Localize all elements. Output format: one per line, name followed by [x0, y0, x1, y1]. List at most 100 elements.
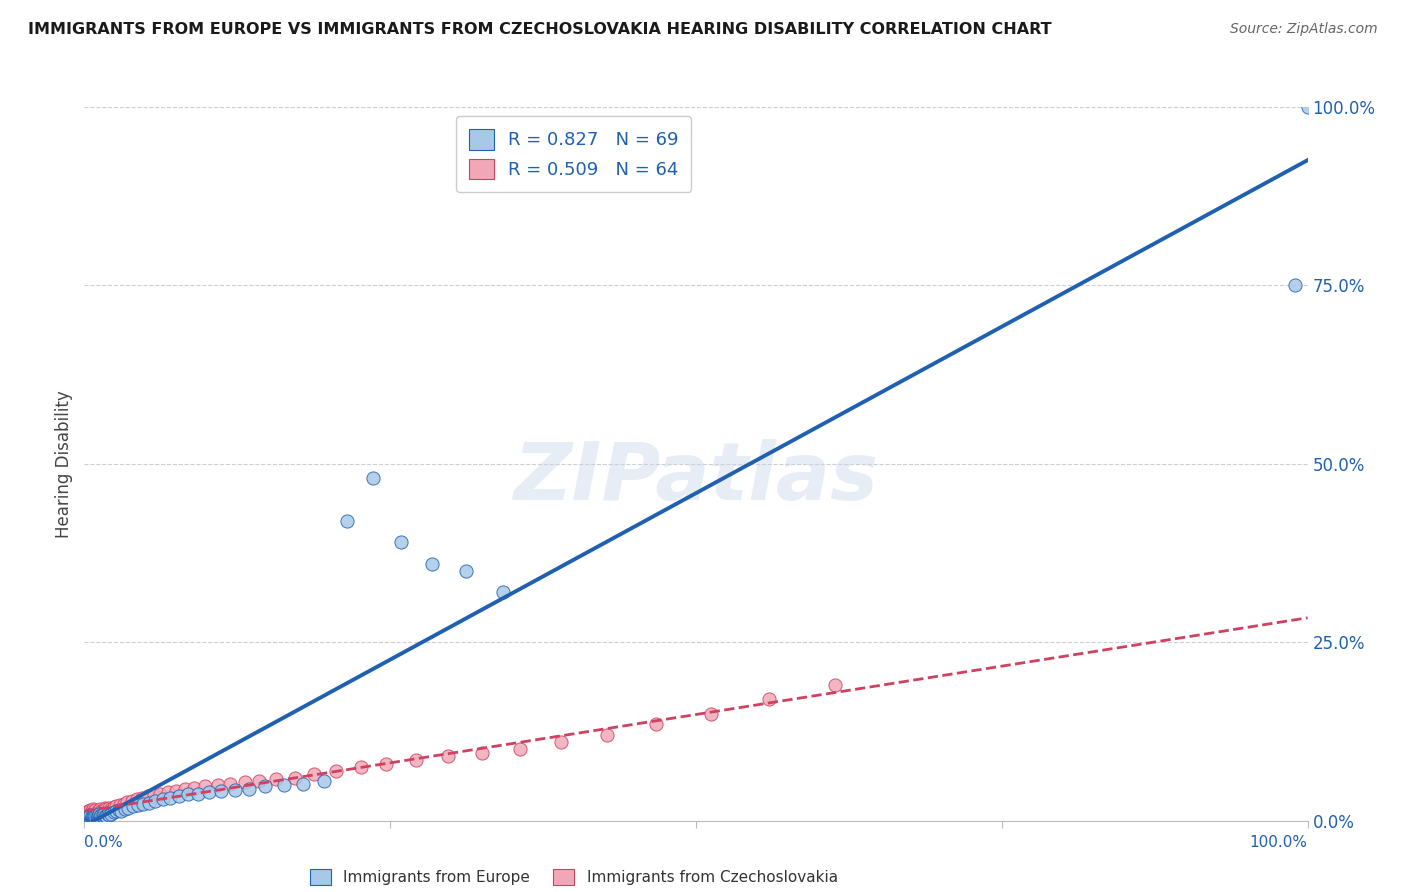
Point [91, 805, 114, 819]
Point [187, 787, 209, 801]
Point [107, 803, 129, 817]
Point [79, 808, 101, 822]
Point [471, 746, 494, 760]
Point [121, 794, 143, 808]
Point [97, 808, 120, 822]
Point [156, 785, 179, 799]
Point [93, 803, 115, 817]
Point [82, 809, 104, 823]
Point [149, 787, 172, 801]
Point [361, 471, 384, 485]
Point [247, 773, 270, 788]
Point [152, 792, 174, 806]
Point [87, 807, 110, 822]
Point [84, 808, 107, 822]
Point [83, 807, 105, 822]
Point [76, 805, 98, 819]
Point [117, 801, 139, 815]
Point [77, 812, 100, 826]
Point [1296, 100, 1319, 114]
Point [103, 800, 125, 814]
Point [97, 801, 120, 815]
Point [173, 782, 195, 797]
Point [86, 810, 108, 824]
Point [84, 803, 107, 817]
Point [79, 805, 101, 820]
Point [89, 809, 111, 823]
Point [159, 790, 181, 805]
Point [131, 790, 153, 805]
Point [143, 788, 166, 802]
Point [284, 771, 307, 785]
Point [93, 810, 115, 824]
Point [77, 811, 100, 825]
Text: ZIPatlas: ZIPatlas [513, 439, 879, 517]
Point [96, 802, 118, 816]
Text: 100.0%: 100.0% [1250, 836, 1308, 850]
Point [80, 812, 103, 826]
Point [824, 678, 846, 692]
Point [80, 804, 103, 818]
Point [110, 804, 132, 818]
Point [77, 804, 100, 818]
Point [550, 735, 572, 749]
Point [76, 812, 98, 826]
Text: 0.0%: 0.0% [84, 836, 124, 850]
Point [76, 808, 98, 822]
Point [90, 811, 112, 825]
Point [105, 799, 128, 814]
Point [136, 789, 159, 804]
Point [1284, 278, 1306, 293]
Point [80, 808, 103, 822]
Point [350, 760, 373, 774]
Point [83, 812, 105, 826]
Point [644, 717, 666, 731]
Point [79, 803, 101, 817]
Point [100, 806, 122, 821]
Point [314, 774, 336, 789]
Point [138, 796, 160, 810]
Point [90, 804, 112, 818]
Point [194, 780, 217, 794]
Point [77, 805, 100, 819]
Point [80, 806, 103, 821]
Point [87, 811, 110, 825]
Point [87, 805, 110, 819]
Point [207, 778, 229, 792]
Point [336, 514, 359, 528]
Point [375, 756, 398, 771]
Point [77, 807, 100, 822]
Point [94, 808, 117, 822]
Point [105, 805, 128, 819]
Point [100, 801, 122, 815]
Point [87, 808, 110, 822]
Point [132, 797, 155, 812]
Point [82, 811, 104, 825]
Point [103, 805, 125, 819]
Point [91, 806, 114, 821]
Point [167, 789, 190, 804]
Point [83, 809, 105, 823]
Point [125, 792, 148, 806]
Point [266, 772, 288, 787]
Point [122, 799, 145, 814]
Point [165, 783, 187, 797]
Point [76, 810, 98, 824]
Point [405, 753, 427, 767]
Point [492, 585, 515, 599]
Point [389, 535, 412, 549]
Point [91, 809, 114, 823]
Point [304, 767, 326, 781]
Point [84, 811, 107, 825]
Point [436, 749, 458, 764]
Point [219, 776, 242, 790]
Point [93, 807, 115, 822]
Point [87, 810, 110, 824]
Point [79, 811, 101, 825]
Point [254, 780, 277, 794]
Point [82, 805, 104, 819]
Legend: Immigrants from Europe, Immigrants from Czechoslovakia: Immigrants from Europe, Immigrants from … [304, 863, 844, 891]
Point [114, 802, 136, 816]
Point [699, 706, 721, 721]
Point [209, 783, 232, 797]
